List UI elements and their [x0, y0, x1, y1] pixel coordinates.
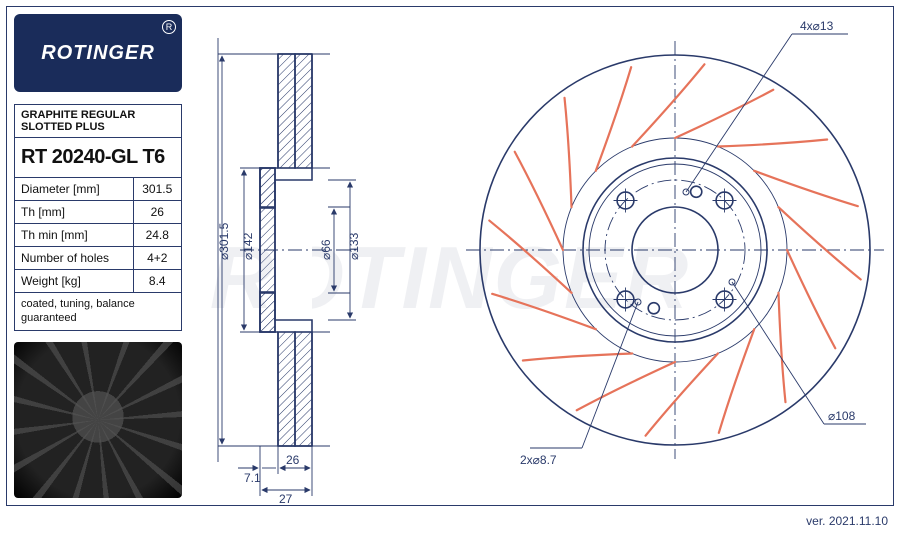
front-view	[466, 41, 884, 459]
brand-text: ROTINGER	[41, 42, 155, 65]
callout-pcd: ⌀108	[828, 409, 856, 423]
table-row: Number of holes4+2	[15, 247, 181, 270]
spec-table: Diameter [mm]301.5 Th [mm]26 Th min [mm]…	[15, 178, 181, 293]
dim-disc-w: 26	[286, 453, 300, 467]
dim-hub: ⌀133	[347, 232, 361, 260]
technical-drawing: ⌀301.5 ⌀142 ⌀66 ⌀133 27 26 7.1 4x⌀13	[200, 10, 890, 508]
dim-od: ⌀301.5	[217, 222, 231, 260]
part-number: RT 20240-GL T6	[15, 138, 181, 178]
table-row: Th min [mm]24.8	[15, 224, 181, 247]
dim-hat-w: 27	[279, 492, 293, 506]
callout-holes-small: 2x⌀8.7	[520, 453, 557, 467]
spec-note: coated, tuning, balance guaranteed	[15, 293, 181, 330]
spec-panel: GRAPHITE REGULAR SLOTTED PLUS RT 20240-G…	[14, 104, 182, 331]
callout-holes-main: 4x⌀13	[800, 19, 834, 33]
version-label: ver. 2021.11.10	[806, 514, 888, 528]
callouts: 4x⌀13 2x⌀8.7 ⌀108	[520, 19, 866, 467]
registered-icon: R	[162, 20, 176, 34]
dim-hat-o: ⌀142	[241, 232, 255, 260]
side-view: ⌀301.5 ⌀142 ⌀66 ⌀133 27 26 7.1	[217, 38, 361, 506]
product-photo	[14, 342, 182, 498]
dim-offset: 7.1	[244, 471, 261, 485]
table-row: Th [mm]26	[15, 201, 181, 224]
brand-logo: ROTINGER R	[14, 14, 182, 92]
table-row: Diameter [mm]301.5	[15, 178, 181, 201]
table-row: Weight [kg]8.4	[15, 270, 181, 293]
dim-bore: ⌀66	[319, 239, 333, 260]
product-line: GRAPHITE REGULAR SLOTTED PLUS	[15, 105, 181, 138]
